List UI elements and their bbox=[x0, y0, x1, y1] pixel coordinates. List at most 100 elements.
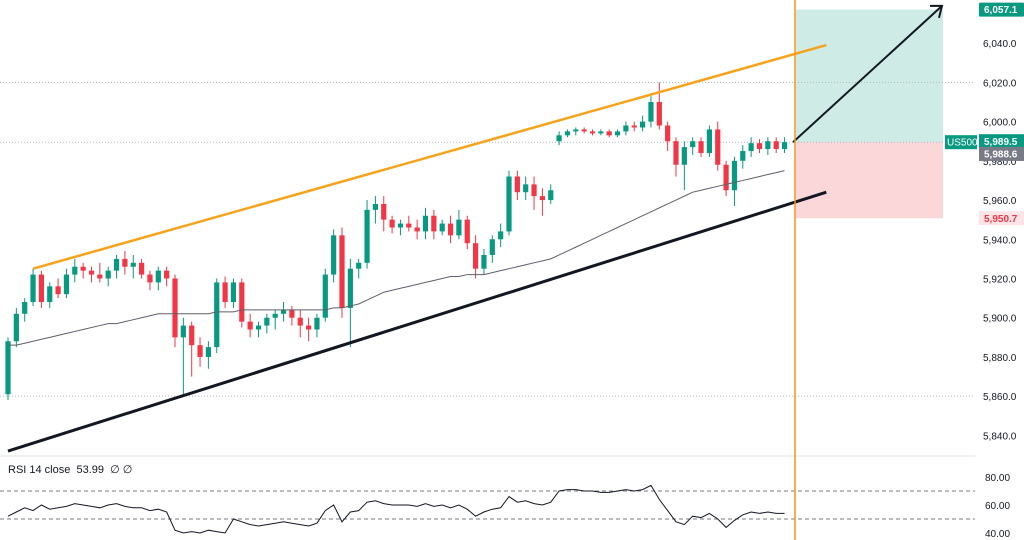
candle-body bbox=[306, 325, 312, 330]
candle-body bbox=[13, 313, 19, 342]
candle-body bbox=[239, 282, 245, 322]
rsi-label-text: RSI 14 close bbox=[8, 464, 71, 476]
candle-body bbox=[414, 227, 420, 232]
candle-body bbox=[397, 223, 404, 228]
candle-body bbox=[514, 176, 520, 193]
candle-body bbox=[406, 223, 412, 228]
candle-body bbox=[431, 215, 437, 232]
long-position-tool[interactable] bbox=[796, 9, 943, 219]
rsi-line bbox=[7, 484, 785, 534]
candle-body bbox=[715, 129, 721, 165]
candle-body bbox=[389, 219, 395, 228]
candle-body bbox=[665, 125, 671, 142]
candle-body bbox=[272, 313, 278, 318]
price-tick-label: 5,980.0 bbox=[983, 157, 1017, 168]
candle-body bbox=[255, 325, 262, 330]
candle-body bbox=[656, 101, 662, 126]
price-tick-label: 6,040.0 bbox=[983, 39, 1017, 50]
candle-body bbox=[481, 254, 487, 269]
candle-body bbox=[72, 266, 78, 275]
candle-body bbox=[473, 243, 479, 269]
rsi-tick-label: 80.00 bbox=[985, 473, 1010, 484]
candle-body bbox=[339, 235, 345, 308]
candle-body bbox=[113, 258, 120, 271]
candle-body bbox=[214, 282, 220, 348]
candle-body bbox=[331, 235, 337, 275]
candle-body bbox=[289, 309, 295, 318]
candle-body bbox=[122, 258, 128, 267]
current-price-label: 5,989.5 bbox=[984, 137, 1018, 148]
candle-body bbox=[690, 141, 696, 148]
candle-body bbox=[30, 274, 36, 303]
candle-body bbox=[364, 209, 370, 263]
projection-arrow-head bbox=[930, 4, 944, 19]
candle-body bbox=[681, 147, 687, 165]
candle-body bbox=[740, 151, 746, 161]
target-price-tag-label: 6,057.1 bbox=[984, 5, 1018, 16]
candle-body bbox=[322, 274, 328, 318]
ma-price-label: 5,988.6 bbox=[984, 149, 1018, 160]
candle-body bbox=[372, 203, 378, 210]
candle-body bbox=[614, 131, 621, 136]
candle-body bbox=[640, 121, 646, 128]
candle-body bbox=[139, 262, 145, 275]
candle-body bbox=[573, 129, 579, 132]
candle-body bbox=[723, 164, 729, 191]
rsi-tick-label: 60.00 bbox=[985, 501, 1010, 512]
candle-body bbox=[88, 270, 95, 275]
candle-body bbox=[606, 131, 612, 136]
candle-body bbox=[205, 347, 211, 357]
candle-body bbox=[197, 345, 203, 357]
candle-body bbox=[5, 341, 11, 395]
candle-body bbox=[172, 278, 178, 338]
projection-arrow-line bbox=[792, 5, 943, 143]
candle-body bbox=[230, 282, 237, 303]
moving-average-line bbox=[8, 170, 785, 346]
target-price-tag-bg bbox=[979, 2, 1024, 17]
price-gridlines bbox=[0, 81, 975, 457]
candle-body bbox=[164, 270, 170, 279]
profit-zone bbox=[796, 9, 943, 143]
candle-body bbox=[464, 219, 470, 244]
price-tick-label: 5,900.0 bbox=[983, 314, 1017, 325]
ma-price-tag-bg bbox=[979, 146, 1024, 161]
price-tick-label: 5,860.0 bbox=[983, 392, 1017, 403]
candle-body bbox=[773, 141, 779, 150]
candle-body bbox=[523, 184, 529, 193]
price-axis[interactable]: 6,040.0 6,020.0 6,000.0 5,980.0 5,960.0 5,940… bbox=[983, 39, 1017, 442]
candle-body bbox=[105, 270, 111, 279]
rsi-pane: 80.00 60.00 40.00 bbox=[0, 473, 1010, 540]
candle-body bbox=[506, 176, 512, 232]
candle-body bbox=[673, 141, 679, 165]
candle-body bbox=[55, 286, 61, 295]
drawing-lines bbox=[7, 4, 944, 453]
candle-body bbox=[80, 266, 86, 271]
price-tags: 6,057.15,989.533:25US5005,988.65,950.7 bbox=[945, 2, 1024, 226]
price-tick-label: 5,960.0 bbox=[983, 196, 1017, 207]
candle-body bbox=[706, 129, 712, 153]
candle-body bbox=[556, 135, 562, 142]
candle-body bbox=[489, 239, 495, 255]
candle-body bbox=[297, 317, 303, 326]
candle-body bbox=[280, 309, 287, 314]
candle-body bbox=[189, 325, 195, 346]
candle-body bbox=[222, 282, 228, 303]
candle-body bbox=[22, 302, 28, 314]
candle-body bbox=[456, 219, 462, 236]
candle-body bbox=[447, 223, 454, 236]
candle-body bbox=[63, 274, 70, 295]
price-tick-label: 5,940.0 bbox=[983, 235, 1017, 246]
symbol-tag-bg bbox=[945, 135, 977, 150]
candle-body bbox=[548, 190, 554, 201]
candle-body bbox=[765, 141, 771, 150]
loss-zone bbox=[796, 142, 943, 219]
rsi-legend: RSI 14 close 53.99 ∅ ∅ bbox=[8, 463, 132, 476]
candle-body bbox=[347, 268, 353, 308]
candle-body bbox=[756, 143, 763, 150]
candle-body bbox=[356, 262, 362, 269]
candle-body bbox=[564, 131, 571, 136]
candle-body bbox=[314, 317, 320, 330]
candle-body bbox=[531, 184, 537, 197]
